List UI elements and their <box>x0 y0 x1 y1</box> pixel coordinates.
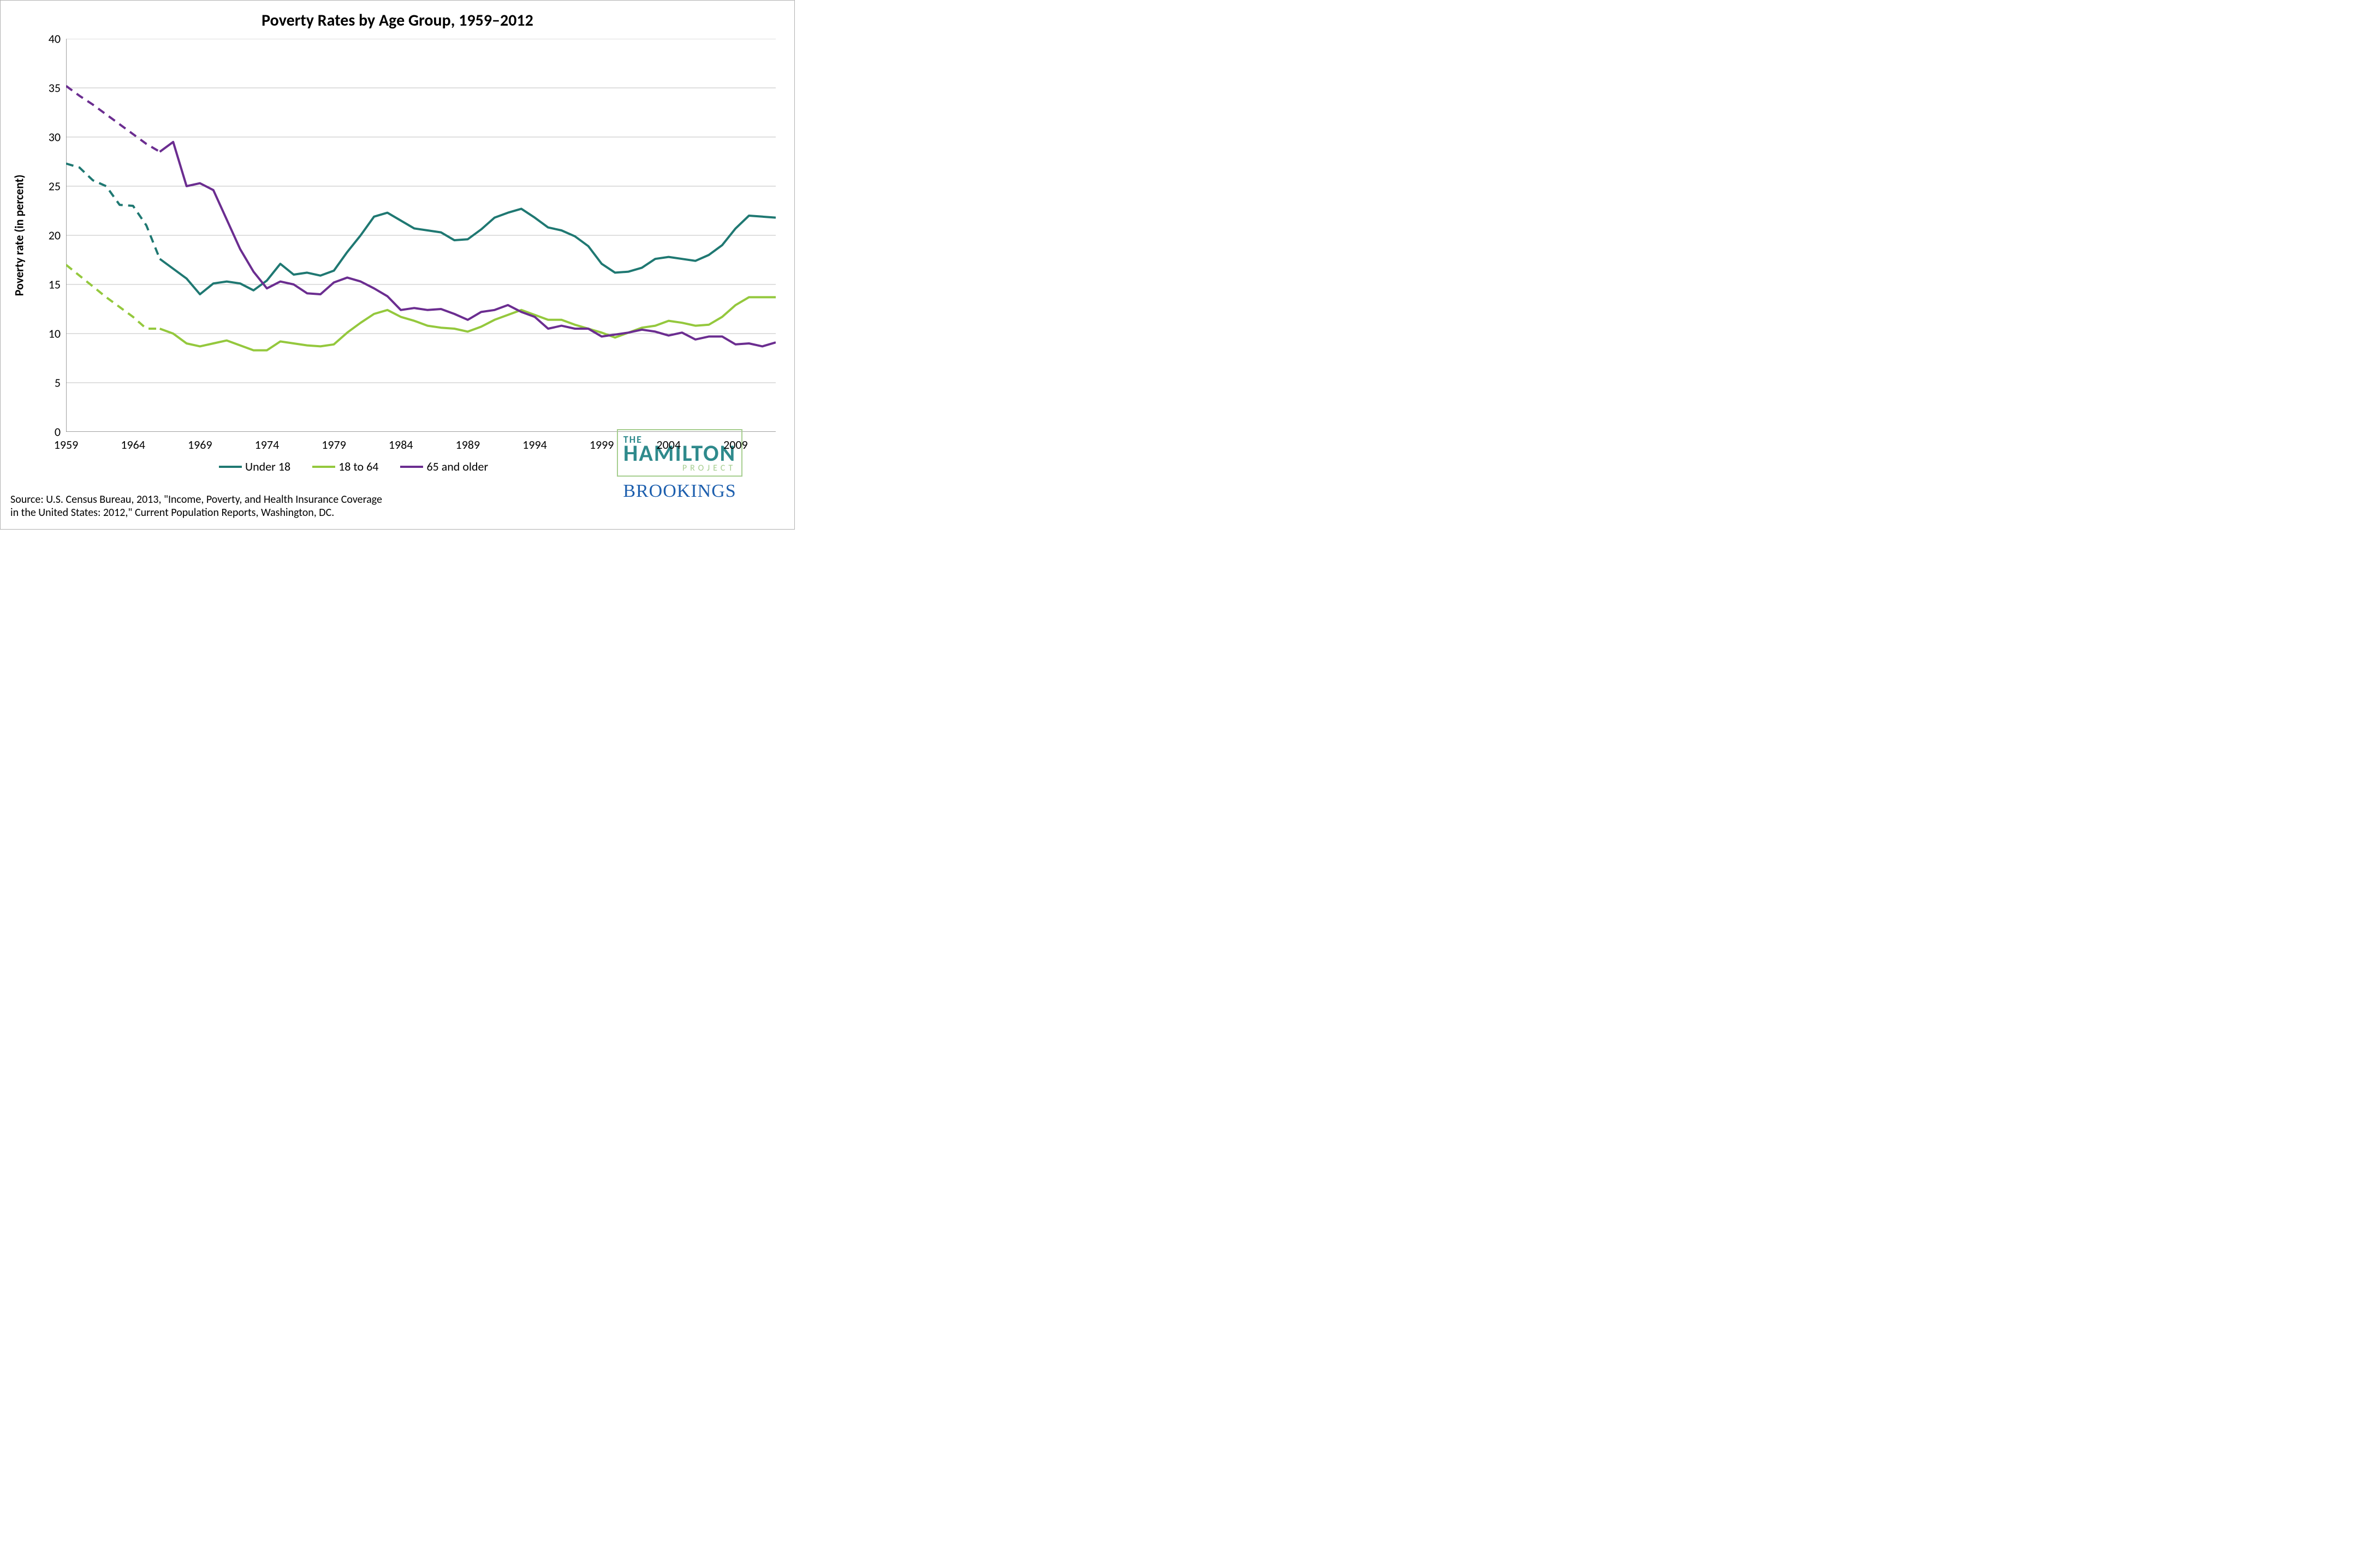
y-axis-label: Poverty rate (in percent) <box>12 175 27 296</box>
legend-swatch <box>219 466 242 468</box>
x-tick-label: 1984 <box>389 437 413 452</box>
x-tick-label: 1989 <box>456 437 480 452</box>
x-tick-label: 1999 <box>590 437 614 452</box>
line-chart-plot <box>66 39 776 432</box>
brookings-logo: BROOKINGS <box>581 481 778 502</box>
x-tick-label: 2004 <box>656 437 681 452</box>
y-tick-label: 5 <box>55 376 61 390</box>
legend-label: 18 to 64 <box>338 459 378 474</box>
legend-swatch <box>400 466 423 468</box>
x-tick-label: 1974 <box>255 437 280 452</box>
legend-item: 65 and older <box>400 459 488 474</box>
y-tick-label: 30 <box>49 130 61 145</box>
legend-item: 18 to 64 <box>312 459 378 474</box>
x-tick-label: 1979 <box>322 437 346 452</box>
source-line: in the United States: 2012," Current Pop… <box>10 506 382 519</box>
chart-title: Poverty Rates by Age Group, 1959–2012 <box>1 10 794 31</box>
source-citation: Source: U.S. Census Bureau, 2013, "Incom… <box>10 493 382 519</box>
y-tick-label: 25 <box>49 179 61 194</box>
legend-label: 65 and older <box>426 459 488 474</box>
legend-item: Under 18 <box>219 459 290 474</box>
hamilton-project-logo: THE HAMILTON PROJECT <box>617 429 742 477</box>
x-tick-label: 1959 <box>54 437 79 452</box>
x-tick-label: 1969 <box>188 437 212 452</box>
chart-frame: Poverty Rates by Age Group, 1959–2012 Po… <box>0 0 795 530</box>
y-tick-label: 15 <box>49 277 61 292</box>
x-tick-label: 2009 <box>723 437 748 452</box>
legend-swatch <box>312 466 335 468</box>
y-tick-label: 35 <box>49 81 61 96</box>
y-tick-label: 10 <box>49 326 61 341</box>
x-tick-label: 1994 <box>522 437 547 452</box>
chart-legend: Under 18 18 to 64 65 and older <box>219 459 488 474</box>
legend-label: Under 18 <box>245 459 290 474</box>
y-tick-label: 40 <box>49 32 61 46</box>
y-tick-label: 20 <box>49 228 61 243</box>
source-line: Source: U.S. Census Bureau, 2013, "Incom… <box>10 493 382 506</box>
x-tick-label: 1964 <box>121 437 145 452</box>
